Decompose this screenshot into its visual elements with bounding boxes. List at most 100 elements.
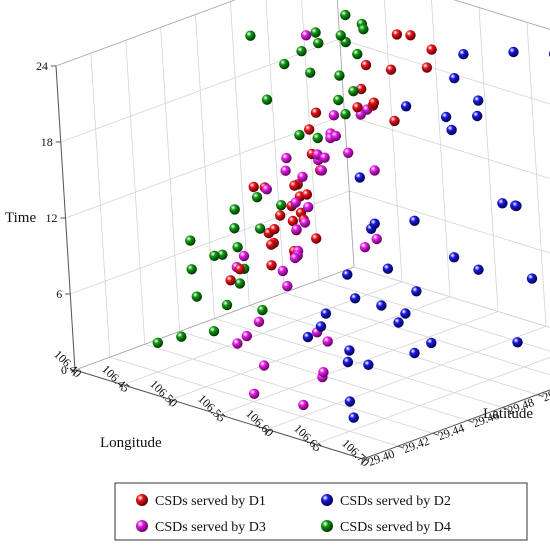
x-tick-mark: [168, 399, 172, 406]
data-point-d4: [229, 223, 240, 234]
data-point-d1: [389, 115, 400, 127]
data-point-d4: [186, 264, 197, 275]
data-point-d4: [294, 129, 305, 141]
gridline-floor: [109, 356, 398, 447]
data-point-d3: [280, 165, 291, 176]
z-tick-label: 6: [56, 287, 62, 301]
data-point-d4: [251, 192, 263, 203]
x-tick-label: 106.45: [99, 362, 132, 395]
data-point-d3: [319, 152, 330, 163]
data-point-d2: [458, 49, 469, 60]
data-point-d3: [322, 336, 333, 347]
data-point-d4: [313, 37, 324, 49]
x-tick-label: 106.55: [195, 392, 228, 425]
x-tick-label: 106.60: [243, 406, 276, 439]
gridline-back-wall: [349, 190, 550, 254]
data-point-d4: [209, 250, 220, 261]
data-point-d2: [320, 308, 332, 319]
legend-marker-d4: [321, 520, 333, 532]
data-point-d1: [275, 210, 286, 221]
legend-marker-d1: [136, 494, 148, 506]
x-tick-mark: [120, 384, 124, 391]
data-point-d2: [446, 124, 457, 136]
y-tick-mark: [467, 419, 474, 423]
data-point-d3: [316, 165, 327, 176]
data-point-d2: [348, 412, 359, 423]
data-point-d2: [473, 264, 484, 275]
z-tick-label: 18: [41, 135, 53, 149]
legend: CSDs served by D1 CSDs served by D2 CSDs…: [114, 482, 528, 541]
data-point-d2: [342, 356, 354, 368]
z-tick-label: 24: [36, 59, 48, 73]
data-point-d1: [225, 275, 236, 286]
data-point-d1: [391, 29, 403, 40]
gridline-floor: [214, 318, 503, 408]
x-tick-mark: [264, 429, 268, 436]
data-point-d4: [358, 24, 369, 35]
data-point-d4: [312, 132, 323, 144]
data-point-d1: [248, 181, 259, 193]
gridline-floor: [353, 266, 550, 328]
data-point-d4: [232, 242, 243, 253]
data-point-d4: [257, 304, 268, 316]
data-point-d3: [290, 197, 301, 208]
legend-label-d2: CSDs served by D2: [340, 494, 451, 509]
data-point-d3: [232, 338, 243, 349]
data-point-d2: [315, 321, 327, 332]
data-point-d2: [449, 73, 460, 84]
data-point-d4: [296, 46, 307, 57]
data-point-d2: [382, 263, 394, 274]
data-point-d2: [526, 273, 538, 284]
data-point-d4: [229, 204, 240, 215]
data-point-d4: [340, 9, 351, 21]
data-point-d2: [512, 337, 523, 348]
data-point-d4: [217, 249, 228, 260]
data-point-d2: [411, 286, 422, 297]
legend-marker-d2: [321, 494, 333, 506]
data-point-d4: [261, 94, 273, 105]
data-point-d1: [310, 107, 322, 118]
data-point-d2: [344, 396, 356, 407]
data-point-d1: [426, 44, 437, 55]
latitude-axis-label: Latitude: [483, 406, 533, 422]
legend-item-d1: CSDs served by D1: [136, 494, 266, 509]
y-tick-mark: [362, 458, 370, 462]
y-tick-mark: [397, 445, 405, 449]
data-point-d2: [511, 200, 522, 212]
data-point-d2: [342, 269, 353, 280]
grid-lines: [55, 0, 550, 460]
x-tick-mark: [72, 369, 76, 377]
data-point-d1: [385, 64, 397, 75]
gridline-floor: [284, 292, 550, 376]
data-point-d3: [328, 110, 340, 121]
data-point-d4: [335, 30, 346, 41]
y-tick-mark: [502, 407, 509, 410]
data-points: [152, 9, 550, 423]
data-point-d4: [221, 299, 233, 311]
box-edge: [453, 0, 550, 30]
data-point-d3: [297, 171, 308, 182]
data-point-d2: [400, 308, 411, 319]
axis-box: [55, 0, 550, 460]
y-tick-mark: [432, 432, 439, 436]
data-point-d2: [426, 337, 437, 349]
data-point-d3: [359, 242, 371, 253]
data-point-d4: [333, 94, 344, 106]
data-point-d1: [234, 264, 245, 275]
y-tick-label: 29.40: [366, 446, 396, 468]
time-axis-label: Time: [5, 210, 36, 226]
data-point-d1: [311, 233, 322, 244]
y-tick-label: 29.44: [436, 421, 466, 443]
data-point-d2: [440, 111, 452, 123]
data-point-d4: [185, 235, 196, 246]
box-edge: [74, 266, 355, 371]
legend-item-d4: CSDs served by D4: [321, 520, 451, 535]
legend-marker-d3: [136, 520, 148, 532]
data-point-d1: [289, 180, 300, 191]
data-point-d4: [348, 86, 359, 97]
x-tick-label: 106.50: [147, 377, 180, 410]
data-point-d2: [354, 172, 365, 183]
legend-item-d2: CSDs served by D2: [321, 494, 451, 509]
data-point-d1: [301, 189, 313, 200]
